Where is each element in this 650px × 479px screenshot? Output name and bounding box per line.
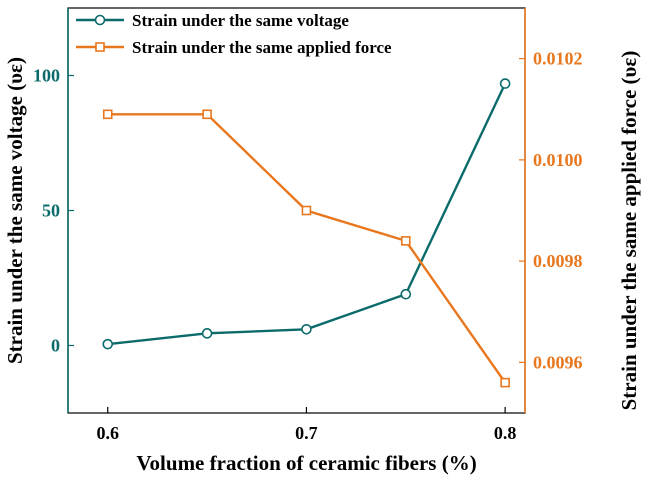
x-tick-label: 0.7 [295, 423, 318, 443]
series-1-point [499, 78, 511, 89]
legend-label-2: Strain under the same applied force [132, 38, 392, 57]
left-y-tick-label: 100 [33, 66, 60, 86]
right-y-axis-title: Strain under the same applied force (υε) [617, 51, 641, 411]
series-1-point [301, 323, 312, 335]
series-1-point [102, 338, 114, 350]
left-y-axis-title: Strain under the same voltage (υε) [3, 57, 27, 364]
series-line-2 [107, 113, 507, 384]
series-2-point [202, 109, 212, 120]
x-tick-label: 0.6 [96, 423, 119, 443]
right-y-tick-label: 0.0102 [533, 49, 583, 69]
left-y-tick-label: 0 [51, 336, 60, 356]
series-1-point [201, 328, 213, 339]
series-1-point [400, 288, 412, 300]
right-y-tick-label: 0.0100 [533, 150, 583, 170]
left-y-tick-label: 50 [42, 201, 60, 221]
x-tick-label: 0.8 [494, 423, 517, 443]
right-y-tick-label: 0.0096 [533, 352, 583, 372]
legend-label-1: Strain under the same voltage [132, 11, 349, 30]
legend-marker-2 [95, 42, 105, 52]
series-2-point [301, 205, 312, 216]
x-axis-title: Volume fraction of ceramic fibers (%) [136, 451, 476, 475]
legend-marker-1 [94, 14, 106, 26]
series-2-point [400, 236, 411, 246]
plot-frame [67, 7, 526, 414]
series-2-point [500, 377, 510, 388]
series-2-point [102, 109, 113, 120]
right-y-tick-label: 0.0098 [533, 251, 583, 271]
